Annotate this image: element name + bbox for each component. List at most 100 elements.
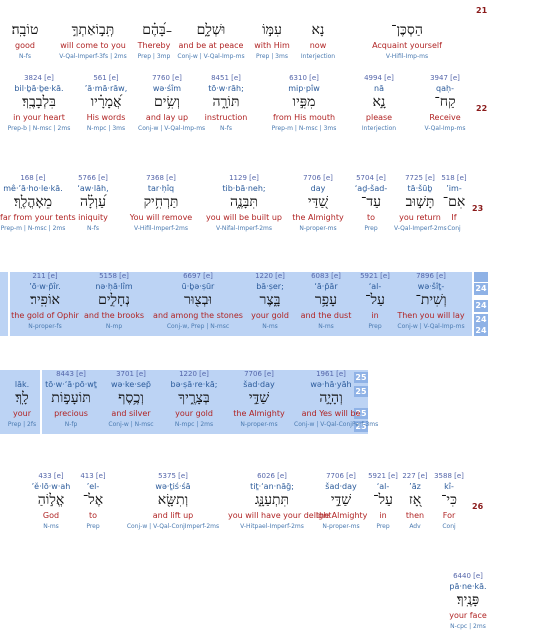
strongs-number[interactable]: 7760 [e] [152, 74, 182, 82]
word-cell[interactable]: 1220 [e] bā·ṣer; בָּ֑צֶר your gold N-ms [250, 272, 290, 336]
strongs-number[interactable]: 561 [e] [93, 74, 119, 82]
english-gloss[interactable]: Then you will lay [397, 311, 465, 320]
parsing[interactable]: N-fs [87, 225, 99, 232]
word-cell[interactable]: עִמּ֣וֹ with Him Prep | 3ms [248, 2, 296, 62]
word-cell[interactable]: 6440 [e] pā·ne·kā. פָּנֶֽיךָ׃ your face … [428, 572, 508, 636]
english-gloss[interactable]: in [371, 311, 379, 320]
parsing[interactable]: Interjection [300, 53, 336, 60]
english-gloss[interactable]: and be at peace [178, 41, 244, 50]
strongs-number[interactable]: 518 [e] [441, 174, 467, 182]
english-gloss[interactable]: Thereby [137, 41, 171, 50]
word-cell[interactable]: 3947 [e] qaḥ- קַח־ Receive V-Qal-Imp-ms [420, 74, 470, 138]
english-gloss[interactable]: far from your tents [0, 213, 76, 222]
parsing[interactable]: N-ms [43, 523, 59, 530]
english-gloss[interactable]: and among the stones [153, 311, 243, 320]
word-cell[interactable]: 413 [e] ’el- אֶל־ to Prep [76, 472, 110, 536]
word-cell[interactable]: 6026 [e] tiṯ·‘an·nāḡ; תִּתְעַנָּ֑ג you w… [228, 472, 332, 536]
english-gloss[interactable]: you return [399, 213, 441, 222]
parsing[interactable]: V-Hitpael-Imperf-2ms [240, 523, 304, 530]
word-cell[interactable]: 7706 [e] šad·day שַׁדַּ֣י the Almighty N… [226, 370, 292, 434]
parsing[interactable]: N-ms [318, 323, 334, 330]
word-cell[interactable]: תְּֽב֣וֹאַתְךָ֣ will come to you V-Qal-I… [56, 2, 130, 62]
strongs-number[interactable]: 5158 [e] [99, 272, 129, 280]
parsing[interactable]: V-Qal-Imp-ms [424, 125, 466, 132]
parsing[interactable]: V-Qal-Imperf-2ms [394, 225, 447, 232]
verse-badge[interactable]: 24 [474, 314, 488, 326]
strongs-number[interactable]: 211 [e] [32, 272, 58, 280]
verse-badge[interactable]: 25 [354, 421, 368, 432]
strongs-number[interactable]: 433 [e] [38, 472, 64, 480]
parsing[interactable]: Prep | 3ms [256, 53, 288, 60]
strongs-number[interactable]: 8443 [e] [56, 370, 86, 378]
english-gloss[interactable]: Receive [429, 113, 461, 122]
parsing[interactable]: N-proper-ms [240, 421, 278, 428]
word-cell[interactable]: 211 [e] ’ō·w·p̄îr. אוֹפִֽיר׃ the gold of… [10, 272, 80, 336]
english-gloss[interactable]: You will remove [129, 213, 193, 222]
english-gloss[interactable]: you will have your delight [228, 511, 332, 520]
parsing[interactable]: N-mp [105, 323, 123, 330]
strongs-number[interactable]: 6440 [e] [453, 572, 483, 580]
parsing[interactable]: Prep-b | N-msc | 2ms [7, 125, 71, 132]
word-cell[interactable]: נָא now Interjection [296, 2, 340, 62]
english-gloss[interactable]: iniquity [78, 213, 108, 222]
strongs-number[interactable]: 7706 [e] [303, 174, 333, 182]
word-cell[interactable]: 7368 [e] tar·ḥîq תַּרְחִ֥יק You will rem… [122, 174, 200, 238]
english-gloss[interactable]: your face [449, 611, 487, 620]
parsing[interactable]: Conj [447, 225, 461, 232]
word-cell[interactable]: 5921 [e] ‘al- עַל־ in Prep [360, 272, 390, 336]
verse-badge[interactable]: 25 [354, 372, 368, 383]
english-gloss[interactable]: His words [86, 113, 126, 122]
strongs-number[interactable]: 5766 [e] [78, 174, 108, 182]
verse-badge[interactable]: 25 [354, 408, 368, 419]
parsing[interactable]: Conj-w | V-Qal-Imp-ms [397, 323, 465, 330]
strongs-number[interactable]: 1220 [e] [255, 272, 285, 280]
strongs-number[interactable]: 7368 [e] [146, 174, 176, 182]
strongs-number[interactable]: 7706 [e] [326, 472, 356, 480]
english-gloss[interactable]: your gold [175, 409, 213, 418]
parsing[interactable]: Conj-w | V-Qal-ConjImperf-2ms [126, 523, 220, 530]
strongs-number[interactable]: 7706 [e] [244, 370, 274, 378]
strongs-number[interactable]: 3824 [e] [24, 74, 54, 82]
parsing[interactable]: Conj-w | V-Qal-ConjPerf-3ms [294, 421, 379, 428]
parsing[interactable]: Adv [409, 523, 421, 530]
english-gloss[interactable]: instruction [204, 113, 248, 122]
strongs-number[interactable]: 3947 [e] [430, 74, 460, 82]
english-gloss[interactable]: the Almighty [292, 213, 344, 222]
english-gloss[interactable]: precious [54, 409, 88, 418]
parsing[interactable]: V-Qal-Imperf-3fs | 2ms [59, 53, 127, 60]
english-gloss[interactable]: now [309, 41, 327, 50]
verse-badge[interactable]: 24 [474, 300, 488, 312]
word-cell[interactable]: 6310 [e] mip·pîw מִפִּ֣יו from His mouth… [264, 74, 344, 138]
parsing[interactable]: N-proper-ms [299, 225, 337, 232]
english-gloss[interactable]: you will be built up [206, 213, 282, 222]
strongs-number[interactable]: 7896 [e] [416, 272, 446, 280]
parsing[interactable]: Interjection [361, 125, 397, 132]
english-gloss[interactable]: If [451, 213, 457, 222]
parsing[interactable]: Prep | 2fs [7, 421, 37, 428]
english-gloss[interactable]: and silver [111, 409, 151, 418]
verse-badge[interactable] [474, 272, 488, 282]
strongs-number[interactable]: 413 [e] [80, 472, 106, 480]
strongs-number[interactable]: 1129 [e] [229, 174, 259, 182]
word-cell[interactable]: 4994 [e] nā נָ֣א please Interjection [354, 74, 404, 138]
strongs-number[interactable]: 227 [e] [402, 472, 428, 480]
english-gloss[interactable]: and the brooks [83, 311, 145, 320]
parsing[interactable]: Conj-w, Prep | N-msc [166, 323, 230, 330]
word-cell[interactable]: 7760 [e] wə·śîm וְשִׂ֥ים and lay up Conj… [138, 74, 205, 138]
english-gloss[interactable]: the gold of Ophir [11, 311, 79, 320]
parsing[interactable]: N-mpc | 3ms [86, 125, 126, 132]
word-cell[interactable]: 3701 [e] wə·ke·sep̄ וְכֶ֥סֶף and silver … [102, 370, 160, 434]
parsing[interactable]: Conj-w | N-msc [108, 421, 154, 428]
english-gloss[interactable]: and the dust [300, 311, 352, 320]
parsing[interactable]: Prep [364, 225, 378, 232]
english-gloss[interactable]: to [366, 213, 376, 222]
strongs-number[interactable]: 3588 [e] [434, 472, 464, 480]
word-cell[interactable]: lāk. לָֽךְ׃ your Prep | 2fs [4, 370, 40, 434]
english-gloss[interactable]: to [88, 511, 98, 520]
english-gloss[interactable]: from His mouth [272, 113, 336, 122]
word-cell[interactable]: 5158 [e] nə·ḥā·lîm נְחָלִ֣ים and the bro… [82, 272, 146, 336]
parsing[interactable]: Conj-w | V-Qal-Imp-ms [177, 53, 245, 60]
english-gloss[interactable]: with Him [254, 41, 290, 50]
word-cell[interactable]: 5375 [e] wə·ṯiś·śā וְתִשָּׂ֖א and lift u… [124, 472, 222, 536]
parsing[interactable]: Prep [368, 323, 382, 330]
